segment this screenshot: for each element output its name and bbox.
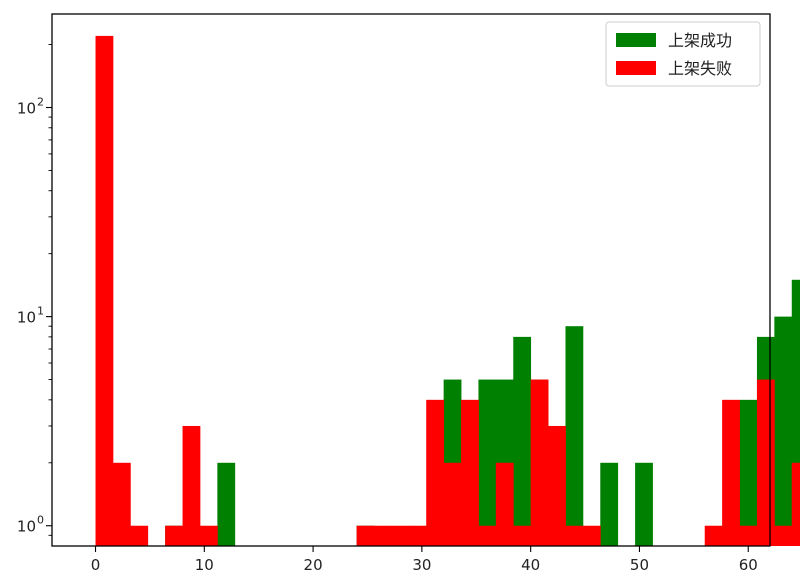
bar-success — [600, 462, 619, 546]
y-tick-exponent: 2 — [37, 96, 44, 109]
x-tick-label: 40 — [521, 556, 540, 574]
bar-failure — [95, 35, 114, 547]
legend-swatch-failure — [616, 61, 656, 75]
y-tick-exponent: 0 — [37, 514, 44, 527]
bar-failure — [548, 425, 566, 546]
bar-failure — [565, 525, 584, 546]
plot-frame — [51, 13, 771, 547]
bar-success — [565, 326, 584, 546]
bar-failure — [722, 399, 740, 546]
bar-failure — [374, 525, 392, 546]
bar-failure — [130, 525, 149, 546]
x-tick-label: 50 — [630, 556, 649, 574]
bar-failure — [443, 462, 462, 546]
y-tick-exponent: 1 — [37, 305, 44, 318]
y-tick-label: 10 — [17, 309, 36, 327]
legend-label-failure: 上架失败 — [668, 59, 732, 78]
legend-label-success: 上架成功 — [668, 31, 732, 50]
y-tick-label: 10 — [17, 100, 36, 118]
bar-success — [791, 279, 800, 546]
bar-failure — [426, 399, 445, 546]
x-axis: 0 10 20 30 40 50 60 — [91, 546, 758, 574]
bar-failure — [165, 525, 183, 546]
bar-failure — [356, 525, 375, 546]
x-tick-label: 30 — [412, 556, 431, 574]
legend-swatch-success — [616, 33, 656, 47]
x-tick-label: 20 — [304, 556, 323, 574]
x-tick-label: 60 — [739, 556, 758, 574]
bar-failure — [461, 399, 479, 546]
bar-failure — [478, 525, 497, 546]
bar-failure — [199, 525, 218, 546]
bar-failure — [513, 525, 532, 546]
bar-success — [774, 316, 793, 546]
x-tick-label: 0 — [91, 556, 101, 574]
bar-failure — [530, 379, 549, 546]
bar-success — [635, 462, 653, 546]
bar-success — [217, 462, 236, 546]
series-failure-bars — [95, 35, 800, 547]
bar-failure — [408, 525, 427, 546]
y-tick-label: 10 — [17, 518, 36, 536]
bar-failure — [756, 379, 775, 546]
bar-failure — [495, 462, 514, 546]
bar-failure — [704, 525, 723, 546]
bar-failure — [112, 462, 131, 546]
bar-failure — [391, 525, 410, 546]
bar-failure — [582, 525, 601, 546]
bar-failure — [739, 525, 758, 546]
bar-success — [513, 336, 532, 546]
legend: 上架成功 上架失败 — [605, 21, 761, 87]
bar-success — [478, 379, 497, 546]
bar-success — [739, 399, 758, 546]
series-success-bars — [165, 279, 800, 546]
bar-failure — [182, 425, 201, 546]
bar-failure — [791, 462, 800, 546]
x-tick-label: 10 — [195, 556, 214, 574]
bar-failure — [774, 525, 793, 546]
